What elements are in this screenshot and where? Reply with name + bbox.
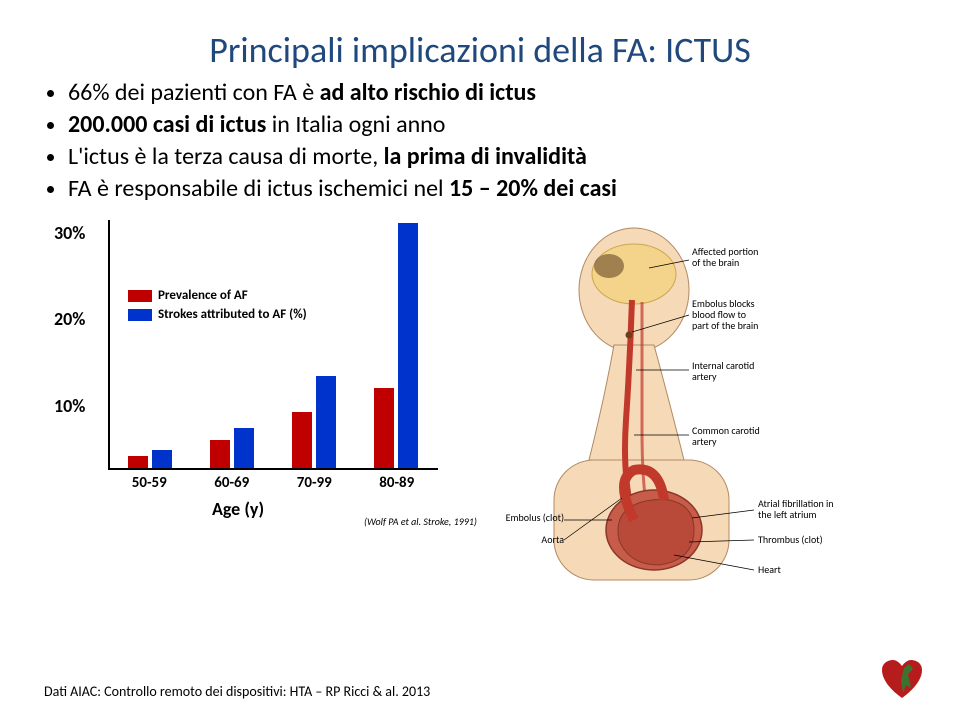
chart-axis-label: Age (y): [108, 498, 368, 520]
bullet-4: FA è responsabile di ictus ischemici nel…: [68, 174, 916, 204]
ytick-30: 30%: [54, 222, 85, 244]
bullet-3: L'ictus è la terza causa di morte, la pr…: [68, 142, 916, 172]
bar-blue: [398, 223, 418, 468]
bar-red: [128, 456, 148, 468]
chart-y-axis: 30% 20% 10%: [54, 220, 98, 470]
prevalence-chart: 30% 20% 10% Prevalence of AF Strokes att…: [44, 220, 464, 540]
label-aorta: Aorta: [494, 534, 564, 545]
label-common-carotid: Common carotid artery: [692, 425, 764, 447]
label-atrial-fib: Atrial fibrillation in the left atrium: [758, 498, 848, 520]
ytick-20: 20%: [54, 308, 85, 330]
anatomy-illustration: Affected portion of the brain Embolus bl…: [494, 220, 854, 600]
bullet-2: 200.000 casi di ictus in Italia ogni ann…: [68, 110, 916, 140]
chart-citation: (Wolf PA et al. Stroke, 1991): [364, 515, 484, 528]
label-heart: Heart: [758, 564, 848, 575]
label-embolus-blocks: Embolus blocks blood flow to part of the…: [692, 298, 764, 331]
slide-title: Principali implicazioni della FA: ICTUS: [44, 28, 916, 72]
label-internal-carotid: Internal carotid artery: [692, 360, 764, 382]
heart-logo-icon: [878, 658, 926, 702]
bullet-1: 66% dei pazienti con FA è ad alto rischi…: [68, 78, 916, 108]
ytick-10: 10%: [54, 395, 85, 417]
chart-plot-area: [108, 220, 438, 470]
label-affected-brain: Affected portion of the brain: [692, 246, 764, 268]
bullet-list: 66% dei pazienti con FA è ad alto rischi…: [68, 78, 916, 204]
label-embolus-clot: Embolus (clot): [494, 512, 564, 523]
bar-blue: [316, 376, 336, 468]
bar-red: [292, 412, 312, 468]
chart-x-labels: 50-59 60-69 70-99 80-89: [108, 474, 438, 492]
label-thrombus: Thrombus (clot): [758, 534, 848, 545]
bar-blue: [152, 450, 172, 468]
bar-blue: [234, 428, 254, 468]
bar-red: [374, 388, 394, 468]
bar-red: [210, 440, 230, 468]
footer-citation: Dati AIAC: Controllo remoto dei disposit…: [44, 683, 430, 700]
